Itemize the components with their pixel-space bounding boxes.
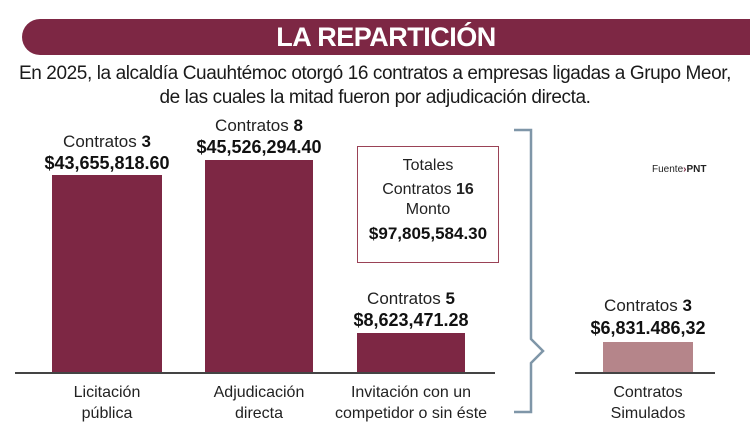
bracket-icon xyxy=(514,128,545,414)
bar-3-count: Contratos 5 xyxy=(367,289,455,308)
subtitle-line-1: En 2025, la alcaldía Cuauhtémoc otorgó 1… xyxy=(18,63,732,84)
bar-4-count: Contratos 3 xyxy=(604,296,692,315)
totals-amount-label: Monto xyxy=(405,201,451,218)
bar-3-amount: $8,623,471.28 xyxy=(353,310,469,330)
chart-title: LA REPARTICIÓN xyxy=(276,22,496,52)
source-note: Fuente›PNT xyxy=(652,164,707,175)
totals-contracts: Contratos 16 xyxy=(382,181,474,198)
category-label-3: Invitación con un competidor o sin éste xyxy=(334,384,488,422)
bar-licitacion-publica xyxy=(52,175,162,372)
baseline-simulated xyxy=(575,372,715,374)
bar-adjudicacion-directa xyxy=(205,160,313,372)
source-arrow-icon: › xyxy=(683,164,687,175)
totals-amount: $97,805,584.30 xyxy=(368,224,488,243)
bar-2-count: Contratos 8 xyxy=(215,116,303,135)
category-label-2: Adjudicación directa xyxy=(213,384,305,422)
chart-subtitle: En 2025, la alcaldía Cuauhtémoc otorgó 1… xyxy=(0,62,750,110)
title-banner xyxy=(22,19,750,55)
bar-invitacion xyxy=(357,333,465,372)
bar-4-amount: $6,831.486,32 xyxy=(590,318,706,338)
baseline-main xyxy=(15,372,495,374)
category-label-4: Contratos Simulados xyxy=(610,384,686,422)
subtitle-line-2: de las cuales la mitad fueron por adjudi… xyxy=(159,87,591,108)
bar-contratos-simulados xyxy=(603,342,693,372)
bar-1-count: Contratos 3 xyxy=(63,132,151,151)
category-label-1: Licitación pública xyxy=(73,384,141,422)
totals-box: Totales Contratos 16 Monto $97,805,584.3… xyxy=(357,146,499,263)
bar-1-amount: $43,655,818.60 xyxy=(44,153,170,173)
bar-2-amount: $45,526,294.40 xyxy=(196,137,322,157)
totals-heading: Totales xyxy=(402,157,454,174)
